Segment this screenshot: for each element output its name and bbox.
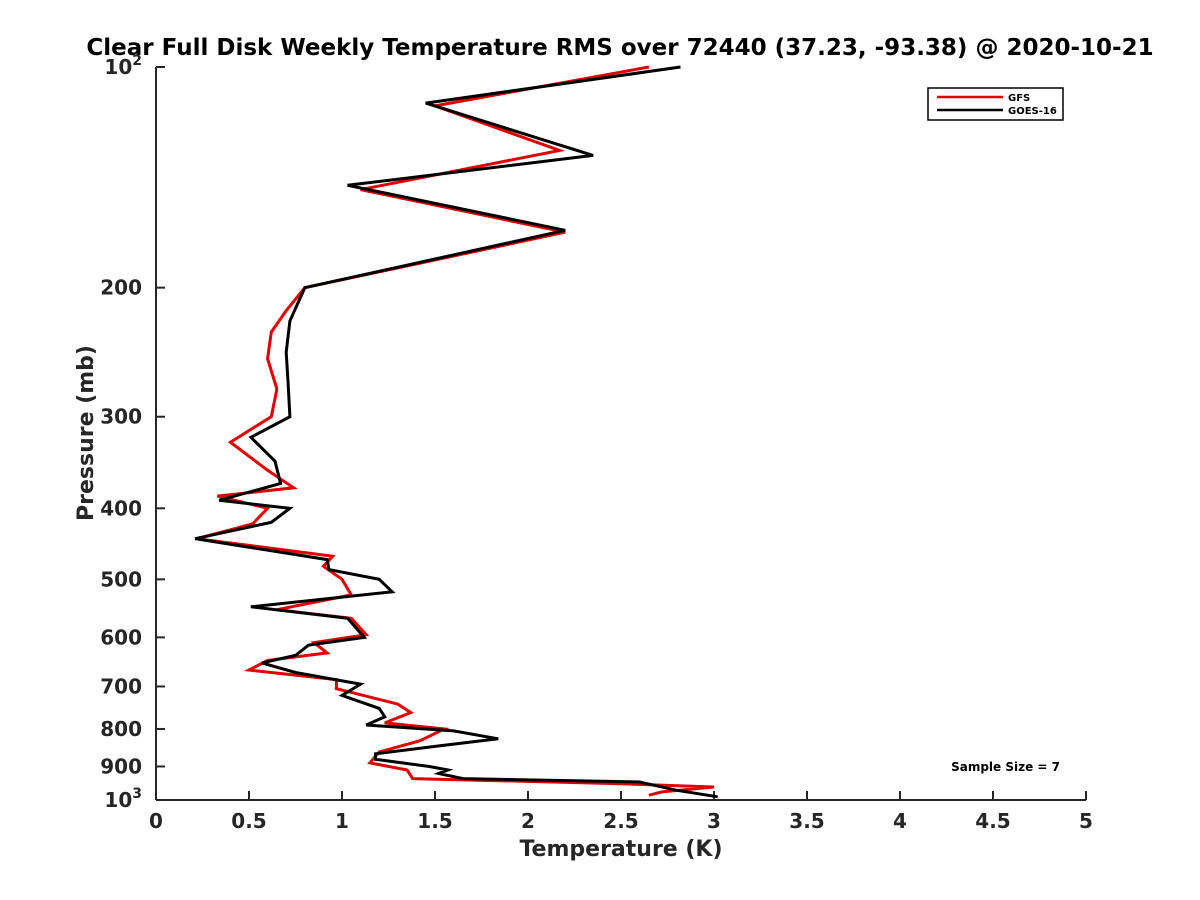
x-tick-label: 4.5 (975, 809, 1010, 833)
chart-title: Clear Full Disk Weekly Temperature RMS o… (86, 35, 1153, 61)
series-layer (194, 65, 718, 799)
y-tick-label: 102 (104, 53, 142, 79)
x-tick-label: 3 (707, 809, 721, 833)
y-tick-label: 300 (100, 405, 142, 429)
x-tick-label: 5 (1079, 809, 1093, 833)
y-axis-label: Pressure (mb) (74, 345, 99, 521)
y-tick-label-exponent: 2 (132, 53, 142, 69)
y-tick-label: 600 (100, 625, 142, 649)
y-tick-label-base: 10 (104, 55, 132, 79)
series-line-gfs (196, 65, 715, 797)
y-tick-label: 400 (100, 496, 142, 520)
x-ticks: 0 0.5 1 1.5 2 2.5 3 3.5 4 4.5 5 (149, 791, 1093, 833)
x-tick-label: 2 (521, 809, 535, 833)
x-tick-label: 0 (149, 809, 163, 833)
legend-label: GFS (1008, 93, 1030, 104)
y-tick-label-base: 10 (104, 788, 132, 812)
legend-box (927, 87, 1064, 121)
x-tick-label: 0.5 (231, 809, 266, 833)
legend: GFS GOES-16 (927, 87, 1064, 121)
y-tick-label: 900 (100, 754, 142, 778)
y-tick-label: 200 (100, 276, 142, 300)
x-tick-label: 1.5 (417, 809, 452, 833)
x-axis-label: Temperature (K) (519, 837, 722, 862)
x-tick-label: 4 (893, 809, 907, 833)
y-tick-label-exponent: 3 (132, 786, 142, 802)
y-tick-label: 800 (100, 717, 142, 741)
y-tick-label: 500 (100, 567, 142, 591)
x-tick-label: 2.5 (603, 809, 638, 833)
legend-label: GOES-16 (1008, 106, 1057, 117)
series-line-goes-16 (194, 65, 718, 799)
x-tick-label: 1 (335, 809, 349, 833)
y-tick-label: 700 (100, 674, 142, 698)
x-tick-label: 3.5 (789, 809, 824, 833)
y-tick-label: 103 (104, 786, 142, 812)
sample-size-annotation: Sample Size = 7 (951, 760, 1060, 774)
